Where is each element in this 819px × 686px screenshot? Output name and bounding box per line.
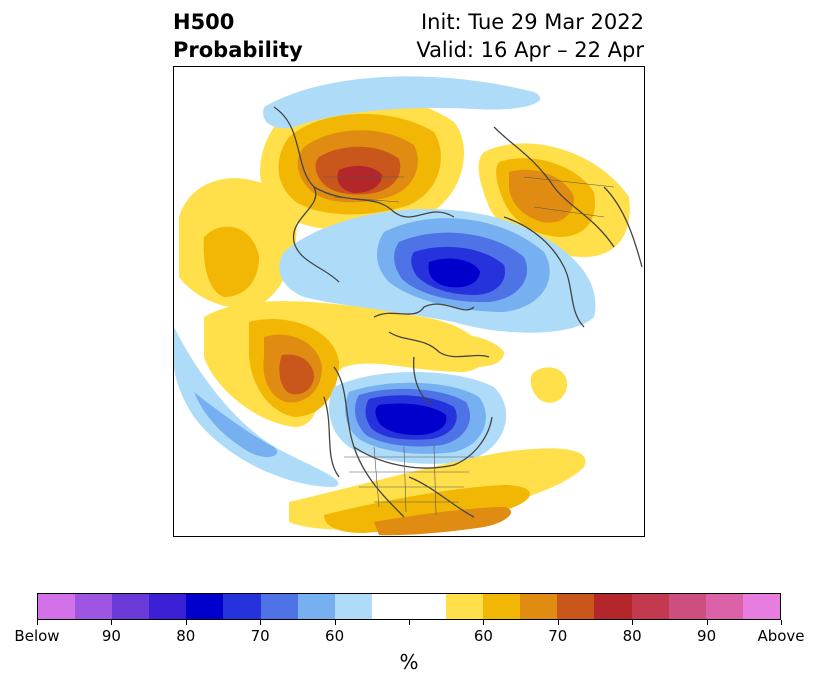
colorbar-tick-label: 70 [548,627,568,645]
colorbar-tick-mark [409,620,410,625]
trough-north-edge [263,76,541,129]
colorbar-segment [742,594,780,619]
map-canvas [174,76,643,536]
colorbar-tick-label: 90 [101,627,121,645]
field-name: H500 [173,10,235,34]
contour-below-75 [375,403,447,435]
colorbar-segment [446,594,484,619]
colorbar-unit: % [399,650,419,674]
colorbar-segment [260,594,298,619]
colorbar-tick-mark [111,620,113,625]
colorbar-tick-mark [706,620,708,625]
colorbar-tick-label: Below [14,627,60,645]
ridge-alaska [423,332,504,367]
colorbar-tick-mark [37,620,38,625]
colorbar-segment [408,594,447,619]
colorbar-segment [520,594,558,619]
contour-above-65 [509,169,574,223]
colorbar-tick-label: 80 [622,627,642,645]
colorbar-segment [668,594,706,619]
colorbar-tick-mark [185,620,187,625]
init-date: Init: Tue 29 Mar 2022 [420,10,644,34]
trough-west-pacific [174,327,339,487]
colorbar-segment [557,594,595,619]
probability-map [173,66,645,537]
trough-north-america [329,372,507,464]
colorbar-tick-label: 60 [473,627,493,645]
colorbar-tick-mark [483,620,485,625]
contour-below-60 [194,392,278,457]
colorbar-segment [631,594,669,619]
colorbar-tick-mark [781,620,782,625]
contour-below-75 [428,258,480,288]
ridge-pacific [204,301,485,427]
colorbar-segment [594,594,632,619]
contour-above-60 [324,485,531,533]
colorbar-tick-mark [260,620,262,625]
colorbar-segment [371,594,409,619]
colorbar-tick-mark [334,620,336,625]
colorbar-segment [149,594,187,619]
colorbar-tick-label: 70 [250,627,270,645]
borders [324,176,615,516]
contour-above-60 [203,226,259,297]
colorbar-tick-label: Above [757,627,805,645]
contour-above-70 [279,354,314,395]
trough-arctic [279,209,596,333]
colorbar-tick-label: 60 [325,627,345,645]
valid-range: Valid: 16 Apr – 22 Apr [416,38,644,62]
ridge-south [289,448,586,536]
colorbar-segment [334,594,372,619]
colorbar-segment [38,594,76,619]
colorbar-tick-label: 80 [176,627,196,645]
product-type: Probability [173,38,303,62]
colorbar-tick-label: 90 [697,627,717,645]
colorbar-segment [75,594,113,619]
colorbar-segment [112,594,150,619]
colorbar-segment [483,594,521,619]
colorbar [37,593,781,620]
colorbar-segment [297,594,335,619]
ridge-europe [260,96,464,231]
colorbar-tick-mark [557,620,559,625]
title-right: Init: Tue 29 Mar 2022 Valid: 16 Apr – 22… [416,8,644,64]
ridge-west [179,178,297,308]
title-left: H500 Probability [173,8,303,64]
colorbar-segment [705,594,743,619]
colorbar-tick-mark [632,620,634,625]
contour-above-65 [374,507,512,536]
colorbar-segment [223,594,261,619]
ridge-mid-atlantic [530,367,568,403]
colorbar-segment [186,594,224,619]
contour-above-75 [337,165,382,193]
coastlines [273,106,643,518]
